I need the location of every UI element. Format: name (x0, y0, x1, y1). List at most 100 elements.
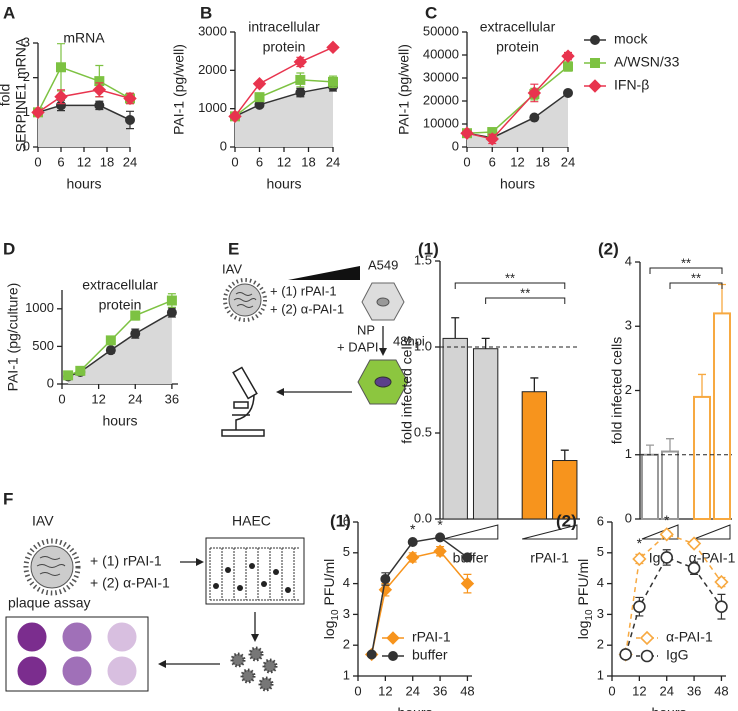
y-tick-label: 2 (625, 382, 632, 397)
legend-marker (590, 35, 600, 45)
y-tick-label: 1.0 (414, 338, 432, 353)
bar (693, 395, 711, 520)
point (295, 74, 306, 85)
time-label: 48hpi (393, 333, 425, 348)
y-tick-label: 0.0 (414, 510, 432, 525)
x-tick-label: 12 (378, 683, 392, 698)
chart-title: extracellular (480, 19, 556, 35)
point (659, 527, 674, 542)
arrowhead (196, 558, 204, 566)
legend-label: IgG (666, 647, 689, 663)
group-label: rPAI-1 (530, 550, 569, 566)
point (366, 649, 377, 660)
line (37, 104, 131, 121)
point (462, 552, 473, 563)
area (38, 105, 130, 147)
point (166, 295, 177, 306)
epithelium (209, 547, 300, 601)
nuclei (213, 563, 291, 593)
x-axis-label: hours (66, 176, 101, 192)
line (466, 65, 569, 134)
y-axis-label-part: log (575, 621, 591, 640)
y-tick-label: 40000 (423, 46, 459, 61)
x-tick-label: 48 (460, 683, 474, 698)
area (68, 312, 172, 384)
virus-spikes (223, 278, 267, 322)
arrowhead (158, 660, 166, 668)
diagram-f: F IAV + (1) rPAI-1 + (2) α-PAI-1 HAEC pl… (3, 489, 305, 692)
point (254, 92, 265, 103)
panel-label: A (3, 3, 15, 22)
y-tick-label: 2 (23, 69, 30, 84)
point (166, 307, 177, 318)
x-tick-label: 0 (608, 683, 615, 698)
y-tick-label: 1 (597, 667, 604, 682)
point (714, 574, 729, 590)
point (527, 86, 542, 100)
point (407, 537, 418, 548)
point (433, 544, 447, 558)
panel-label: B (200, 3, 212, 22)
x-tick-label: 6 (57, 154, 64, 169)
x-tick-label: 36 (433, 683, 447, 698)
x-tick-label: 24 (128, 391, 142, 406)
panel-letter: F (3, 489, 13, 508)
chart-title: protein (263, 39, 306, 55)
line (234, 46, 334, 117)
point (75, 365, 86, 376)
chart-title: extracellular (82, 277, 158, 293)
x-tick-label: 12 (77, 154, 91, 169)
significance-bracket (485, 297, 566, 304)
x-tick-label: 36 (687, 683, 701, 698)
error-bar (646, 444, 654, 455)
y-tick-label: 3 (597, 606, 604, 621)
bar (552, 460, 578, 520)
y-axis-label: PAI-1 (pg/well) (171, 44, 187, 135)
y-tick-label: 10000 (423, 115, 459, 130)
error-bar (530, 377, 539, 392)
point (293, 55, 308, 69)
point (56, 62, 66, 73)
treatment-label: + (1) rPAI-1 (90, 553, 162, 569)
bar (521, 391, 548, 520)
line (234, 85, 334, 118)
bar (641, 453, 659, 520)
point (563, 61, 573, 72)
treatment-label: + (2) α-PAI-1 (270, 301, 344, 316)
y-tick-label: 500 (32, 338, 54, 353)
panel-label: D (3, 239, 15, 258)
y-tick-label: 2 (597, 637, 604, 652)
point (54, 90, 68, 104)
area (235, 86, 333, 147)
point (295, 87, 306, 98)
point (123, 91, 137, 106)
x-tick-label: 24 (326, 154, 340, 169)
error-bar (666, 438, 674, 452)
y-tick-label: 1 (625, 446, 632, 461)
significance: ** (520, 285, 530, 300)
chart-title: protein (496, 39, 539, 55)
dose-wedge (693, 524, 731, 540)
y-tick-label: 1000 (198, 100, 227, 115)
legend-marker (588, 79, 602, 93)
point (406, 550, 420, 565)
y-tick-label: 20000 (423, 92, 459, 107)
point (686, 536, 702, 551)
x-axis-label: hours (397, 705, 432, 711)
x-tick-label: 18 (536, 154, 550, 169)
significance: * (664, 512, 670, 528)
x-tick-label: 18 (100, 154, 114, 169)
panel-label: (1) (330, 511, 351, 530)
significance: * (410, 521, 416, 537)
stain-label: NP (357, 322, 375, 337)
virus-label: IAV (222, 261, 242, 276)
point (228, 109, 242, 124)
legend-label: mock (614, 31, 648, 47)
y-tick-label: 5 (343, 544, 350, 559)
y-tick-label: 2000 (198, 62, 227, 77)
x-tick-label: 24 (405, 683, 419, 698)
y-tick-label: 6 (597, 513, 604, 528)
point (460, 126, 474, 140)
y-tick-label: 0 (47, 375, 54, 390)
